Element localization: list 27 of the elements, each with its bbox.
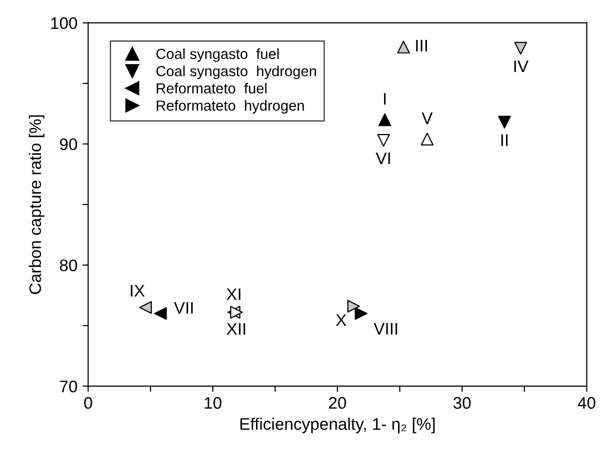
- y-tick-label: 100: [51, 17, 78, 30]
- y-axis-title: Carbon capture ratio [%]: [28, 115, 44, 294]
- y-tick-label: 70: [60, 380, 78, 392]
- annotation: VIII: [374, 323, 398, 334]
- x-tick-label: 0: [84, 397, 92, 409]
- annotation: V: [422, 112, 433, 124]
- y-tick-label: 80: [60, 259, 78, 272]
- annotation: XI: [226, 288, 240, 300]
- x-tick-label: 40: [578, 397, 596, 409]
- x-axis-title: Efficiencypenalty, 1- η₂ [%]: [240, 418, 435, 434]
- annotation: VII: [174, 302, 193, 314]
- annotation: IX: [130, 285, 145, 296]
- annotation: XII: [226, 323, 246, 335]
- x-tick-label: 10: [204, 397, 222, 409]
- annotation: X: [336, 314, 346, 326]
- x-tick-label: 20: [329, 397, 346, 409]
- x-tick-label: 30: [453, 397, 471, 409]
- y-tick-label: 90: [60, 138, 78, 150]
- annotation: IV: [514, 60, 528, 72]
- annotation: I: [384, 93, 386, 105]
- annotation: II: [501, 134, 508, 146]
- legend-label: Reformateto hydrogen: [156, 100, 304, 114]
- legend-label: Reformateto fuel: [156, 82, 266, 94]
- annotation: VI: [376, 152, 390, 164]
- annotation: III: [416, 40, 427, 52]
- legend-label: Coal syngasto hydrogen: [156, 66, 316, 80]
- legend-label: Coal syngasto fuel: [156, 48, 279, 62]
